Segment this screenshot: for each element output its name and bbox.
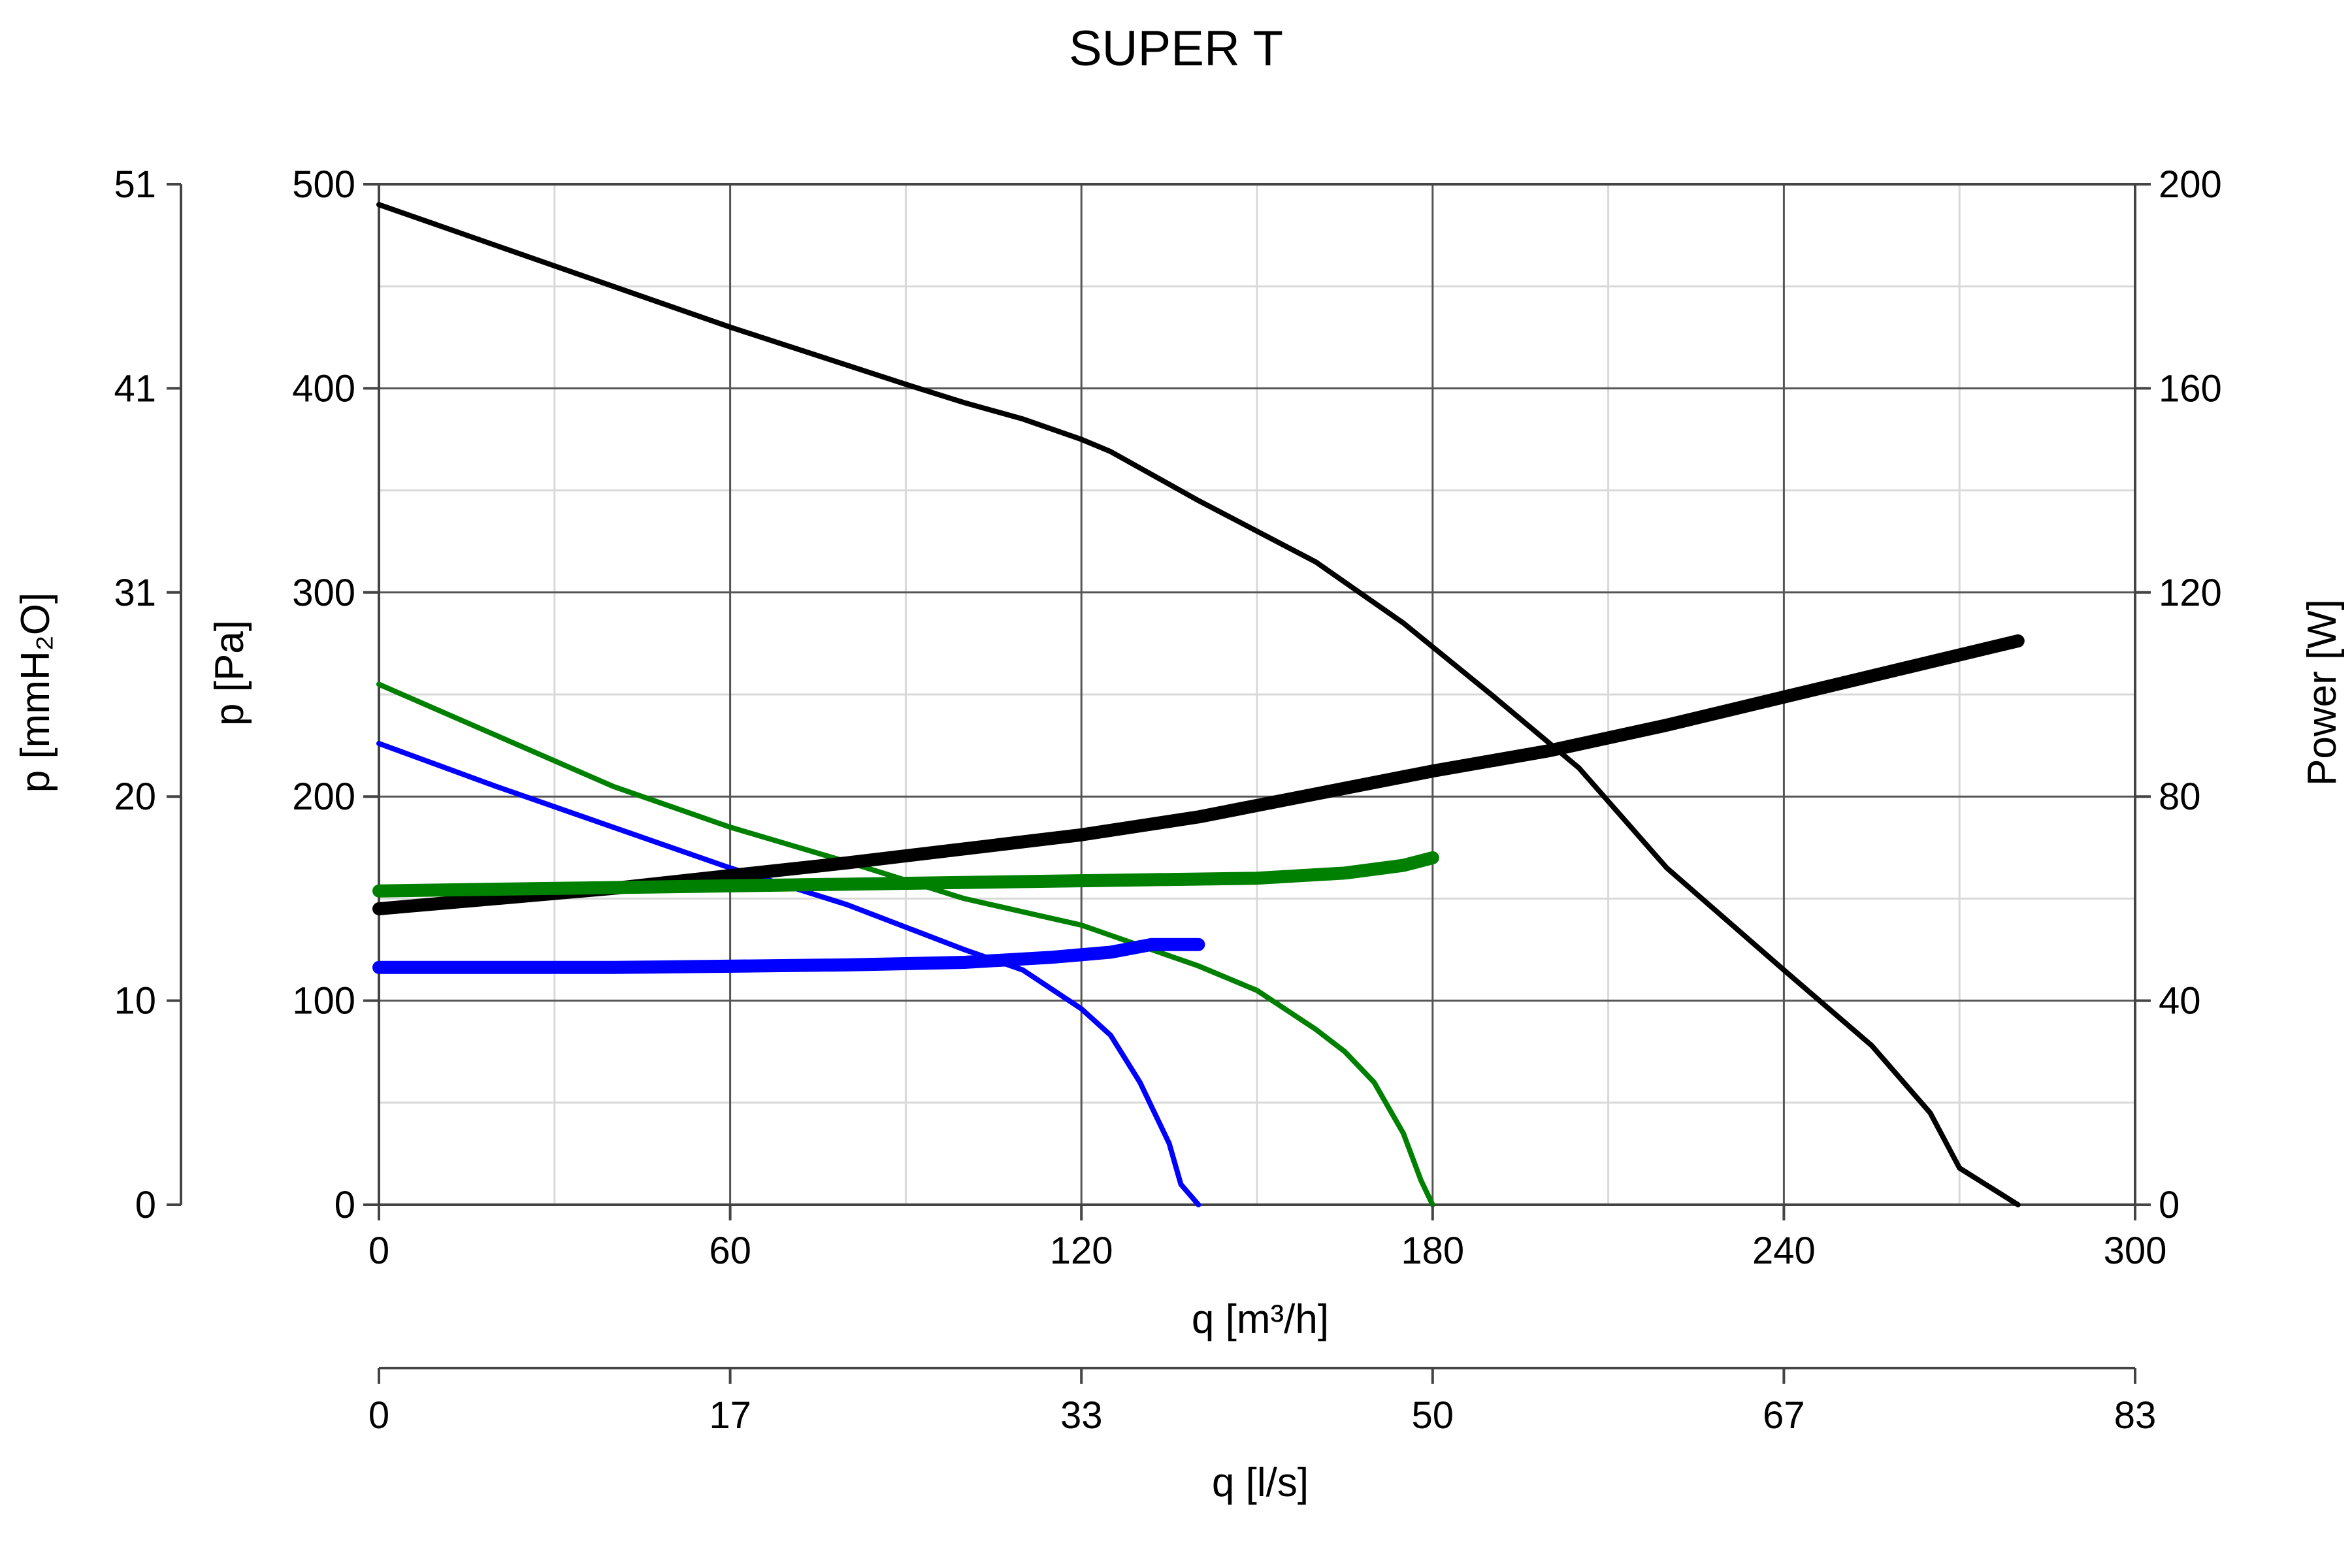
grid-minor-lines [379,184,2135,1205]
y-tick-label: 400 [292,367,355,410]
x2-tick-label: 83 [2114,1394,2157,1437]
y2-tick-label: 120 [2159,572,2222,614]
plot-border [378,183,2136,1206]
y-tick-label: 100 [292,980,355,1022]
x2-tick-label: 33 [1060,1394,1103,1437]
y-outer-tick-label: 41 [114,367,156,410]
x2-axis-title: q [l/s] [1212,1460,1309,1505]
series-pressure-high [376,202,2021,1207]
y2-tick-label: 200 [2159,163,2222,206]
y-tick-label: 200 [292,776,355,818]
x-tick-label: 180 [1401,1230,1464,1272]
y-tick-label: 300 [292,572,355,614]
y2-tick-label: 40 [2159,980,2201,1022]
series-layer [372,202,2025,1207]
y2-tick-label: 80 [2159,776,2201,818]
y2-axis-title: Power [W] [2300,599,2345,786]
x-tick-label: 120 [1050,1230,1113,1272]
x2-tick-label: 17 [709,1394,751,1437]
series-power-low [372,938,1205,974]
y-outer-axis-title: p [mmH₂O] [13,593,58,793]
y-outer-tick-label: 51 [114,163,156,206]
series-pressure-low [376,741,1201,1207]
x-tick-label: 60 [709,1230,751,1272]
x-axis-title: q [m³/h] [1192,1297,1329,1342]
x-tick-label: 0 [368,1230,389,1272]
series-pressure-medium [376,681,1435,1207]
series-power-medium [372,851,1439,898]
y2-tick-label: 0 [2159,1184,2180,1226]
y-outer-tick-label: 0 [135,1184,156,1226]
plot-frame [378,183,2136,1206]
x-tick-label: 300 [2104,1230,2167,1272]
chart-title: SUPER T [1069,21,1283,76]
y-outer-tick-label: 31 [114,572,156,614]
x-tick-label: 240 [1752,1230,1816,1272]
y-outer-tick-label: 20 [114,776,156,818]
series-power-high [372,634,2025,915]
y-tick-label: 0 [335,1184,355,1226]
y-tick-label: 500 [292,163,355,206]
y2-tick-label: 160 [2159,367,2222,410]
x2-tick-label: 0 [368,1394,389,1437]
y-axis-title: p [Pa] [207,620,252,726]
y-outer-tick-label: 10 [114,980,156,1022]
x2-tick-label: 67 [1763,1394,1805,1437]
x2-tick-label: 50 [1412,1394,1454,1437]
